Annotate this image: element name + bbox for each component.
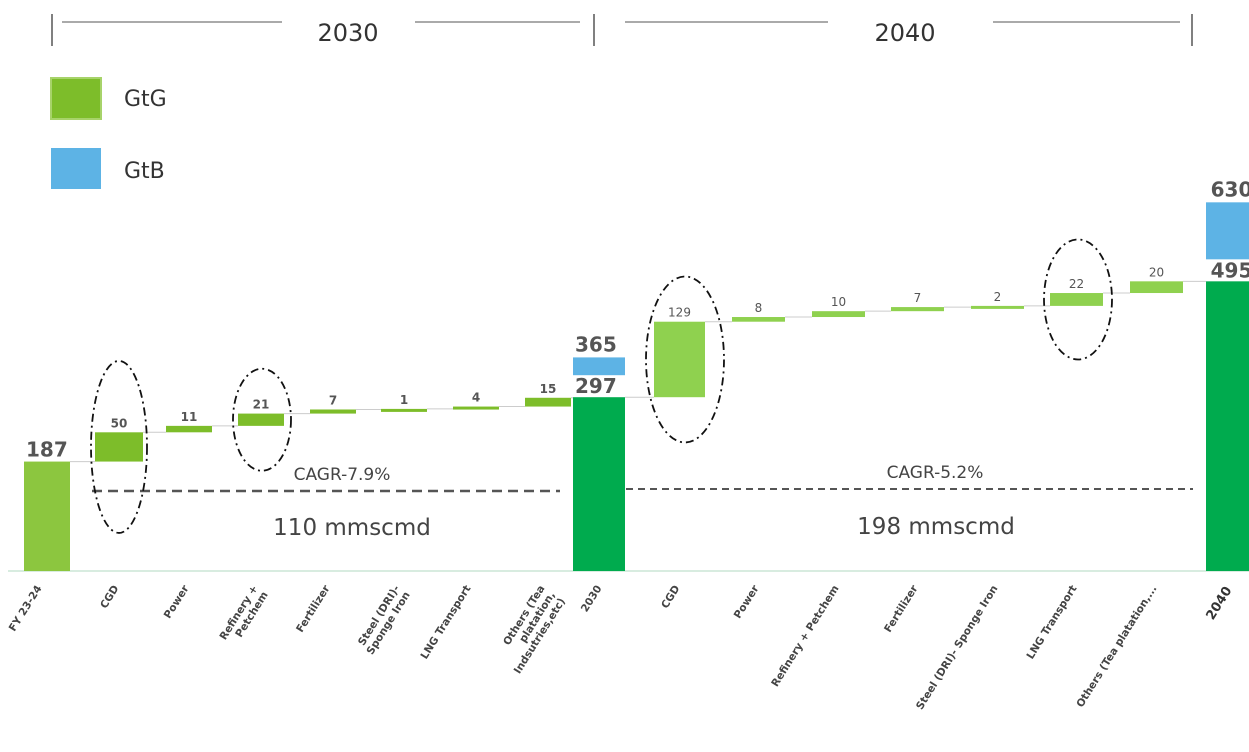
bar-step-fer2 xyxy=(891,307,944,312)
category-tick-fer1: Fertilizer xyxy=(294,583,333,635)
value-label-ste2: 2 xyxy=(994,290,1002,304)
category-tick-fy: FY 23-24 xyxy=(7,583,45,633)
legend: GtG GtB xyxy=(50,77,167,189)
value-label-ste1: 1 xyxy=(400,393,408,407)
bar-step-pow2 xyxy=(732,317,785,322)
bar-gtg-t2030 xyxy=(573,397,625,571)
highlight-ellipse-cgd1 xyxy=(90,360,148,534)
value-label-fer1: 7 xyxy=(329,393,337,407)
category-tick-t2030: 2030 xyxy=(579,583,605,614)
legend-swatch-gtg xyxy=(50,77,102,120)
value-label-lng2: 22 xyxy=(1069,277,1084,291)
highlights xyxy=(90,238,1113,534)
legend-label-gtg: GtG xyxy=(124,87,167,112)
category-tick-ste2: Steel (DRI)- Sponge Iron xyxy=(914,583,1001,712)
category-tick-t2040: 2040 xyxy=(1203,584,1235,623)
total-label-gtb-t2040: 630 xyxy=(1211,177,1249,201)
bar-step-fer1 xyxy=(310,409,356,414)
total-label-gtb-t2030: 365 xyxy=(575,332,617,356)
bar-step-ste2 xyxy=(971,305,1024,309)
bars xyxy=(24,202,1249,571)
increment-label-2040: 198 mmscmd xyxy=(857,514,1015,540)
category-tick-pow1: Power xyxy=(162,583,192,621)
bar-step-cgd2 xyxy=(654,321,705,398)
value-label-ref1: 21 xyxy=(253,398,270,412)
category-tick-lng1: LNG Transport xyxy=(418,583,473,661)
increment-label-2030: 110 mmscmd xyxy=(273,515,431,541)
cagr-label-2030: CAGR-7.9% xyxy=(294,465,391,485)
cagr-label-2040: CAGR-5.2% xyxy=(887,463,984,483)
bar-step-ref2 xyxy=(812,311,865,318)
value-label-lng1: 4 xyxy=(472,391,480,405)
total-label-gtg-t2040: 495 xyxy=(1211,258,1249,282)
bar-step-oth2 xyxy=(1130,281,1183,294)
value-label-ref2: 10 xyxy=(831,295,846,309)
period-header-2030: 2030 xyxy=(51,14,580,47)
value-label-oth1: 15 xyxy=(540,382,557,396)
bar-step-ref1 xyxy=(238,413,284,426)
value-label-pow2: 8 xyxy=(755,301,763,315)
category-tick-ref2: Refinery + Petchem xyxy=(769,583,841,689)
value-label-fer2: 7 xyxy=(914,291,922,305)
period-header-2040: 2040 xyxy=(593,14,1193,47)
bar-gtb-t2030 xyxy=(573,357,625,376)
category-tick-oth1: Others (Teaplatation,Indsutries,etc) xyxy=(491,583,568,676)
value-label-pow1: 11 xyxy=(181,410,198,424)
category-tick-ref1: Refinery +Petchem xyxy=(217,583,270,648)
highlight-ellipse-cgd2 xyxy=(645,275,725,444)
category-tick-cgd1: CGD xyxy=(98,583,122,611)
bar-step-lng2 xyxy=(1050,293,1103,306)
highlight-ellipse-lng2 xyxy=(1043,238,1113,361)
category-tick-fer2: Fertilizer xyxy=(882,583,921,635)
bar-step-pow1 xyxy=(166,425,212,433)
category-tick-oth2: Others (Tea platation,... xyxy=(1074,583,1159,709)
bar-step-lng1 xyxy=(453,406,499,410)
category-tick-lng2: LNG Transport xyxy=(1024,583,1079,661)
legend-swatch-gtb xyxy=(51,148,101,189)
category-ticks: FY 23-24 CGD Power Refinery +Petchem Fertili… xyxy=(7,583,1236,712)
bar-gtg-fy xyxy=(24,461,70,571)
total-label-gtg-t2030: 297 xyxy=(575,374,617,398)
period-label-2040: 2040 xyxy=(874,19,935,47)
bar-step-oth1 xyxy=(525,397,571,407)
total-label-fy: 187 xyxy=(26,438,68,462)
value-label-cgd1: 50 xyxy=(111,416,128,430)
bar-gtg-t2040 xyxy=(1206,281,1249,571)
bar-step-ste1 xyxy=(381,408,427,412)
value-label-oth2: 20 xyxy=(1149,265,1164,279)
category-tick-ste1: Steel (DRI)-Sponge Iron xyxy=(354,583,412,657)
bar-step-cgd1 xyxy=(95,432,143,462)
value-label-cgd2: 129 xyxy=(668,306,691,320)
connectors xyxy=(70,280,1206,463)
bar-gtb-t2040 xyxy=(1206,202,1249,260)
category-tick-pow2: Power xyxy=(732,583,762,621)
highlight-ellipse-ref1 xyxy=(232,367,292,472)
period-label-2030: 2030 xyxy=(317,19,378,47)
legend-label-gtb: GtB xyxy=(124,159,165,184)
category-tick-cgd2: CGD xyxy=(659,583,683,611)
